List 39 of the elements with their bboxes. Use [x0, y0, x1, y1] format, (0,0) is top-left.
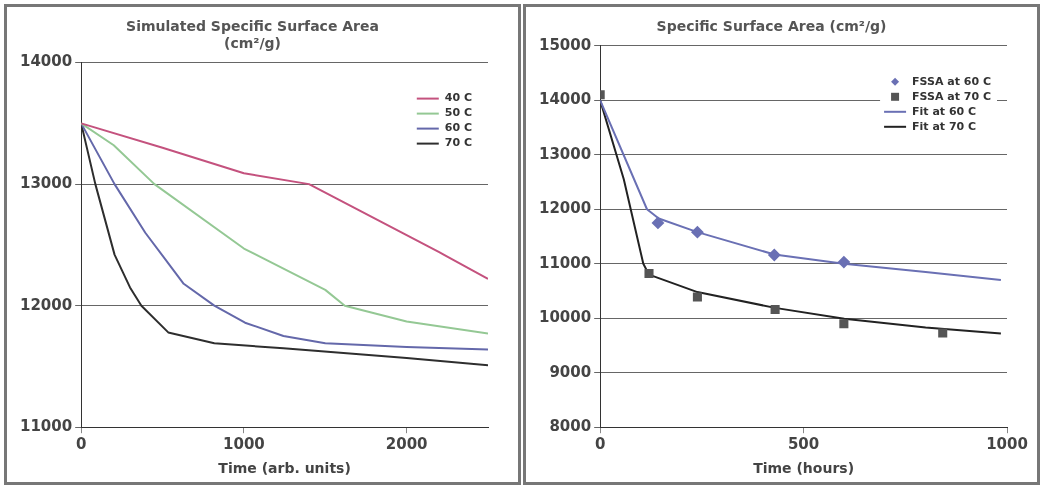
chart-title: Simulated Specific Surface Area (cm²/g)	[126, 18, 379, 51]
y-tick-label: 8000	[549, 417, 592, 436]
x-tick-label: 2000	[385, 435, 428, 454]
y-tick-label: 12000	[20, 295, 73, 314]
point	[839, 319, 849, 329]
y-tick-label: 13000	[20, 174, 73, 193]
y-tick-label: 14000	[539, 90, 592, 109]
chart-title: Specific Surface Area (cm²/g)	[656, 18, 887, 35]
legend-label: 60 C	[444, 121, 473, 135]
point	[837, 256, 850, 269]
legend-label: Fit at 60 C	[912, 104, 977, 118]
point	[938, 328, 948, 338]
y-tick-label: 12000	[539, 199, 592, 218]
legend-label: 50 C	[444, 106, 473, 120]
point	[768, 249, 781, 262]
y-tick-label: 13000	[539, 144, 592, 163]
x-tick-label: 1000	[223, 435, 265, 454]
y-tick-label: 11000	[20, 417, 73, 436]
y-tick-label: 14000	[20, 52, 73, 71]
x-axis-title: Time (arb. units)	[218, 460, 351, 477]
legend-label: 70 C	[444, 136, 473, 150]
point	[644, 269, 654, 279]
y-tick-label: 15000	[539, 35, 592, 54]
x-tick-label: 1000	[986, 435, 1028, 454]
legend-label: Fit at 70 C	[912, 119, 977, 133]
legend-label: FSSA at 60 C	[912, 74, 992, 88]
point	[651, 216, 664, 229]
point	[770, 304, 780, 315]
x-tick-label: 0	[75, 435, 87, 454]
y-tick-label: 11000	[539, 253, 592, 272]
legend-label: 40 C	[444, 91, 473, 105]
point	[691, 226, 704, 239]
y-tick-label: 10000	[539, 308, 592, 327]
legend-label: FSSA at 70 C	[912, 89, 992, 103]
x-tick-label: 0	[594, 435, 606, 454]
x-axis-title: Time (hours)	[753, 460, 855, 477]
x-tick-label: 500	[787, 435, 820, 454]
y-tick-label: 9000	[549, 362, 592, 381]
point	[692, 292, 702, 302]
